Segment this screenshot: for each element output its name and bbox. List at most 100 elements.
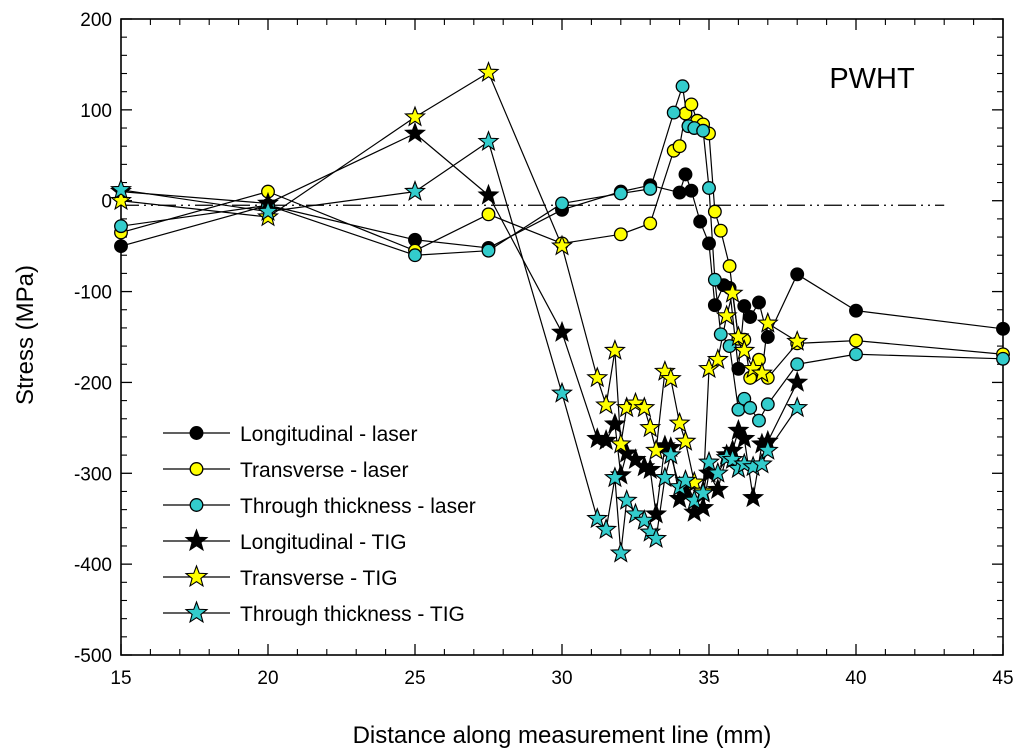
- legend-marker: [189, 462, 204, 476]
- data-point-longitudinal-tig: [595, 429, 618, 450]
- x-tick-label: 15: [110, 668, 131, 689]
- legend-label: Through thickness - laser: [240, 495, 476, 518]
- legend-label: Longitudinal - TIG: [240, 531, 407, 554]
- axes: 15 20 25 30 35 40 45 -500 -400 -300 -200 -100 0 100 20…: [74, 10, 1014, 689]
- data-point-through-thickness-tig: [706, 461, 729, 483]
- data-point-longitudinal-laser: [737, 299, 752, 314]
- data-point-transverse-tig: [624, 391, 647, 413]
- data-point-longitudinal-laser: [743, 310, 758, 324]
- data-point-longitudinal-tig: [477, 183, 500, 205]
- data-point-through-thickness-laser: [696, 123, 711, 138]
- data-point-longitudinal-laser: [760, 330, 775, 344]
- data-point-through-thickness-tig: [109, 178, 133, 200]
- data-point-transverse-tig: [639, 416, 662, 438]
- data-point-through-thickness-tig: [750, 452, 773, 474]
- data-point-longitudinal-tig: [603, 412, 626, 434]
- y-tick-label: -100: [74, 283, 112, 304]
- data-point-transverse-laser: [707, 204, 722, 219]
- legend-marker: [184, 600, 209, 624]
- data-point-transverse-tig: [733, 339, 756, 360]
- data-point-through-thickness-laser: [555, 196, 569, 211]
- data-point-transverse-laser: [481, 207, 496, 222]
- data-point-longitudinal-laser: [752, 295, 766, 310]
- data-point-through-thickness-laser: [996, 351, 1010, 366]
- data-point-longitudinal-laser: [678, 167, 693, 182]
- legend-label: Through thickness - TIG: [240, 603, 465, 626]
- y-tick-label: 0: [101, 192, 112, 213]
- x-tick-label: 40: [845, 668, 866, 689]
- y-tick-label: -500: [74, 646, 112, 667]
- data-point-transverse-tig: [109, 189, 133, 211]
- data-point-through-thickness-tig: [603, 466, 626, 488]
- data-point-transverse-tig: [550, 234, 574, 256]
- data-point-longitudinal-tig: [727, 419, 750, 440]
- data-point-longitudinal-tig: [706, 478, 729, 500]
- data-point-through-thickness-tig: [586, 507, 609, 529]
- data-point-transverse-tig: [403, 105, 427, 127]
- data-point-longitudinal-tig: [786, 370, 809, 392]
- data-point-transverse-laser: [849, 333, 863, 348]
- data-point-longitudinal-tig: [645, 502, 668, 524]
- data-point-transverse-tig: [721, 281, 744, 303]
- data-point-longitudinal-tig: [733, 427, 756, 449]
- data-point-transverse-tig: [595, 393, 618, 415]
- data-point-through-thickness-tig: [615, 488, 638, 510]
- data-point-longitudinal-tig: [403, 121, 427, 143]
- series-markers: [109, 61, 1010, 563]
- data-point-longitudinal-laser: [849, 303, 863, 318]
- data-point-transverse-tig: [668, 411, 691, 433]
- data-point-transverse-laser: [672, 139, 687, 154]
- pwht-annotation: PWHT: [829, 63, 915, 95]
- data-point-through-thickness-tig: [609, 541, 632, 563]
- data-point-longitudinal-laser: [996, 321, 1010, 336]
- data-point-longitudinal-laser: [731, 361, 746, 376]
- x-tick-label: 20: [257, 668, 278, 689]
- data-point-through-thickness-laser: [707, 272, 722, 287]
- data-point-through-thickness-laser: [702, 181, 716, 195]
- x-tick-label: 30: [551, 668, 572, 689]
- legend-marker: [189, 498, 204, 512]
- data-point-through-thickness-tig: [403, 180, 427, 201]
- data-point-longitudinal-laser: [672, 185, 687, 200]
- legend-marker: [189, 426, 204, 440]
- legend-marker: [184, 564, 209, 588]
- data-point-through-thickness-laser: [408, 248, 422, 263]
- x-axis-title: Distance along measurement line (mm): [353, 722, 772, 749]
- legend-label: Transverse - laser: [240, 459, 408, 482]
- data-point-transverse-tig: [633, 396, 656, 418]
- series-line-through-thickness-laser: [120, 85, 1004, 422]
- data-point-through-thickness-laser: [643, 181, 658, 196]
- y-axis-title: Stress (MPa): [12, 265, 39, 405]
- data-point-transverse-tig: [674, 429, 697, 451]
- x-tick-label: 45: [992, 668, 1013, 689]
- data-point-through-thickness-tig: [550, 381, 574, 403]
- data-point-through-thickness-tig: [674, 468, 697, 490]
- data-point-transverse-laser: [713, 223, 728, 238]
- data-point-longitudinal-laser: [693, 214, 708, 229]
- data-point-transverse-laser: [643, 216, 658, 231]
- data-point-transverse-tig: [715, 304, 738, 326]
- series-group: [109, 61, 1010, 563]
- y-tick-label: -200: [74, 373, 112, 394]
- x-tick-label: 35: [698, 668, 719, 689]
- data-point-longitudinal-laser: [684, 183, 699, 198]
- data-point-through-thickness-tig: [653, 466, 676, 488]
- data-point-longitudinal-laser: [114, 239, 128, 254]
- data-point-transverse-tig: [586, 366, 609, 388]
- y-tick-label: 200: [80, 10, 112, 31]
- data-point-transverse-laser: [613, 227, 628, 242]
- data-point-through-thickness-laser: [114, 219, 128, 234]
- data-point-transverse-tig: [603, 339, 626, 360]
- data-point-through-thickness-tig: [633, 508, 656, 530]
- data-point-longitudinal-tig: [639, 458, 662, 480]
- data-point-through-thickness-laser: [849, 347, 863, 362]
- data-point-transverse-tig: [659, 367, 682, 389]
- data-point-through-thickness-laser: [743, 400, 758, 415]
- data-point-through-thickness-tig: [756, 439, 779, 460]
- data-point-through-thickness-tig: [697, 450, 721, 472]
- data-point-transverse-tig: [756, 311, 779, 333]
- data-point-transverse-tig: [727, 325, 750, 347]
- data-point-through-thickness-tig: [595, 518, 618, 539]
- data-point-through-thickness-tig: [645, 527, 668, 549]
